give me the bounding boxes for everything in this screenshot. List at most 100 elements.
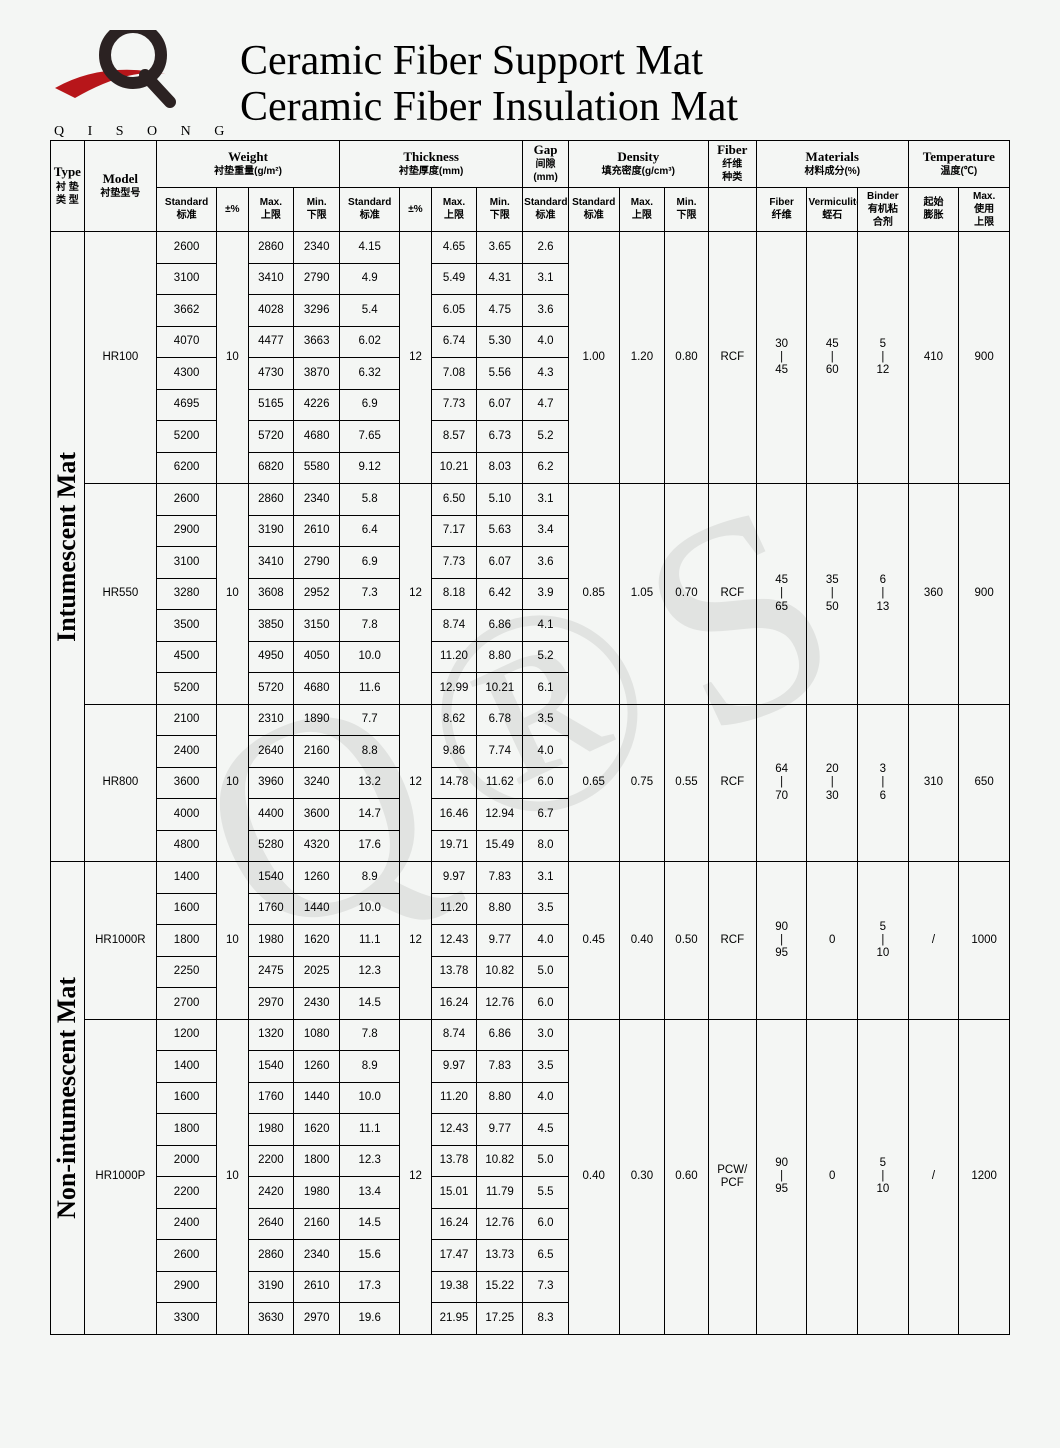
thick-std: 7.8 [340,1019,400,1051]
weight-std: 2200 [156,1177,216,1209]
thick-std: 10.0 [340,893,400,925]
temp-start: / [908,1019,959,1334]
gap-std: 4.0 [523,326,569,358]
thick-min: 8.80 [477,893,523,925]
density-std: 0.45 [568,862,619,1020]
thick-min: 3.65 [477,232,523,264]
thick-max: 8.62 [431,704,477,736]
thick-min: 11.79 [477,1177,523,1209]
header-temperature: Temperature温度(℃) [908,141,1009,188]
weight-min: 2340 [294,484,340,516]
thick-pm: 12 [400,1019,431,1334]
gap-std: 4.0 [523,925,569,957]
weight-min: 2970 [294,1303,340,1335]
thick-std: 6.32 [340,358,400,390]
title-line-2: Ceramic Fiber Insulation Mat [240,84,1010,130]
subheader: Min.下限 [477,187,523,232]
gap-std: 4.0 [523,1082,569,1114]
table-row: Intumescent MatHR100260010286023404.1512… [51,232,1010,264]
table-row: HR800210010231018907.7128.626.783.50.650… [51,704,1010,736]
weight-std: 2400 [156,736,216,768]
header-fiber: Fiber纤维种类 [708,141,756,188]
weight-std: 1600 [156,1082,216,1114]
weight-max: 1980 [248,1114,294,1146]
thick-std: 6.4 [340,515,400,547]
weight-std: 1800 [156,925,216,957]
mat-binder: 5|10 [858,1019,909,1334]
thick-max: 9.97 [431,1051,477,1083]
qisong-logo-icon [50,30,200,120]
weight-min: 4320 [294,830,340,862]
weight-min: 1440 [294,893,340,925]
gap-std: 4.1 [523,610,569,642]
thick-max: 5.49 [431,263,477,295]
subheader: ±% [400,187,431,232]
temp-max: 1000 [959,862,1010,1020]
gap-std: 4.7 [523,389,569,421]
gap-std: 3.5 [523,893,569,925]
thick-max: 15.01 [431,1177,477,1209]
spec-table: Type衬 垫类 型Model衬垫型号Weight衬垫重量(g/m²)Thick… [50,140,1010,1335]
temp-start: 410 [908,232,959,484]
weight-min: 3600 [294,799,340,831]
density-max: 1.20 [619,232,665,484]
gap-std: 6.0 [523,767,569,799]
weight-min: 2790 [294,547,340,579]
gap-std: 4.3 [523,358,569,390]
subheader: ±% [217,187,248,232]
gap-std: 4.0 [523,736,569,768]
weight-max: 3850 [248,610,294,642]
density-max: 1.05 [619,484,665,705]
thick-std: 8.9 [340,862,400,894]
weight-std: 4000 [156,799,216,831]
gap-std: 6.1 [523,673,569,705]
thick-min: 4.75 [477,295,523,327]
thick-max: 12.43 [431,925,477,957]
weight-std: 2600 [156,232,216,264]
thick-max: 16.46 [431,799,477,831]
weight-max: 1320 [248,1019,294,1051]
gap-std: 3.4 [523,515,569,547]
weight-std: 2600 [156,1240,216,1272]
mat-verm: 20|30 [807,704,858,862]
header-gap: Gap间隙(mm) [523,141,569,188]
gap-std: 5.0 [523,1145,569,1177]
weight-min: 5580 [294,452,340,484]
gap-std: 5.0 [523,956,569,988]
weight-min: 2160 [294,736,340,768]
page: Q®S Q I S O N G Ceramic Fiber Support Ma… [0,0,1060,1375]
weight-max: 6820 [248,452,294,484]
thick-max: 9.86 [431,736,477,768]
thick-max: 11.20 [431,641,477,673]
density-min: 0.50 [665,862,708,1020]
thick-max: 13.78 [431,1145,477,1177]
weight-std: 4695 [156,389,216,421]
header-weight: Weight衬垫重量(g/m²) [156,141,339,188]
weight-max: 2200 [248,1145,294,1177]
thick-min: 8.80 [477,1082,523,1114]
weight-std: 2700 [156,988,216,1020]
gap-std: 3.5 [523,1051,569,1083]
weight-std: 5200 [156,421,216,453]
thick-std: 6.9 [340,389,400,421]
thick-std: 8.8 [340,736,400,768]
header: Q I S O N G Ceramic Fiber Support Mat Ce… [50,20,1010,140]
weight-min: 3663 [294,326,340,358]
thick-max: 19.38 [431,1271,477,1303]
model-cell: HR100 [84,232,156,484]
thick-std: 14.5 [340,1208,400,1240]
weight-std: 4800 [156,830,216,862]
thick-min: 12.94 [477,799,523,831]
header-type: Type衬 垫类 型 [51,141,85,232]
weight-max: 3608 [248,578,294,610]
density-min: 0.80 [665,232,708,484]
thick-max: 7.73 [431,547,477,579]
type-cell: Non-intumescent Mat [51,862,85,1335]
model-cell: HR1000P [84,1019,156,1334]
thick-std: 7.65 [340,421,400,453]
subheader: Vermiculite蛭石 [807,187,858,232]
weight-min: 1980 [294,1177,340,1209]
weight-std: 2900 [156,515,216,547]
subheader: Min.下限 [294,187,340,232]
weight-min: 1080 [294,1019,340,1051]
